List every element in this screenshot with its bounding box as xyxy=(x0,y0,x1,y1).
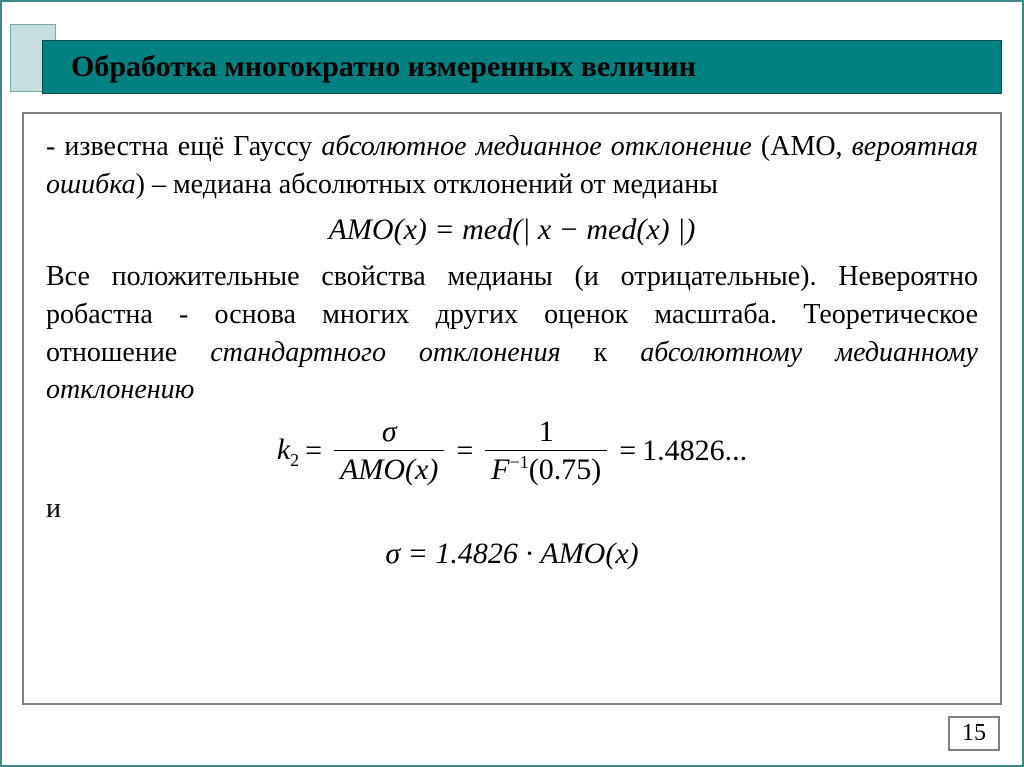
formula-amo: AMO(x) = med(| x − med(x) |) xyxy=(46,210,978,251)
paragraph-1: - известна ещё Гауссу абсолютное медианн… xyxy=(46,128,978,204)
k2-F-sup: −1 xyxy=(510,452,529,472)
k2-lhs: k2 xyxy=(277,430,299,472)
paragraph-2: Все положительные свойства медианы (и от… xyxy=(46,258,978,409)
k2-eq3: = xyxy=(619,431,636,472)
p1-italic-1: абсолютное медианное отклонение xyxy=(321,131,751,162)
formula-amo-text: AMO(x) = med(| x − med(x) |) xyxy=(329,213,696,246)
p1-mid: (АМО, xyxy=(752,131,852,162)
connector-and: и xyxy=(46,490,978,528)
slide-title: Обработка многократно измеренных величин xyxy=(71,50,696,84)
formula-sigma: σ = 1.4826 · AMO(x) xyxy=(46,534,978,575)
k2-frac1: σ AMO(x) xyxy=(334,415,444,486)
p1-suffix: ) – медиана абсолютных отклонений от мед… xyxy=(136,169,718,200)
p1-prefix: - известна ещё Гауссу xyxy=(46,131,321,162)
k2-frac1-num: σ xyxy=(334,415,444,451)
k2-eq2: = xyxy=(456,431,473,472)
k2-F-arg: (0.75) xyxy=(529,453,601,486)
formula-sigma-text: σ = 1.4826 · AMO(x) xyxy=(385,537,638,570)
k2-frac2: 1 F−1(0.75) xyxy=(485,415,607,486)
title-bar: Обработка многократно измеренных величин xyxy=(42,40,1002,94)
slide: Обработка многократно измеренных величин… xyxy=(0,0,1024,767)
page-number: 15 xyxy=(948,716,1000,751)
k2-frac2-den: F−1(0.75) xyxy=(485,451,607,486)
k2-rhs: 1.4826... xyxy=(642,431,747,472)
content-box: - известна ещё Гауссу абсолютное медианн… xyxy=(22,112,1002,705)
k2-var: k xyxy=(277,433,290,466)
k2-sub: 2 xyxy=(290,450,299,470)
k2-frac1-den: AMO(x) xyxy=(334,451,444,486)
k2-F: F xyxy=(491,453,509,486)
k2-eq1: = xyxy=(305,431,322,472)
k2-frac2-num: 1 xyxy=(485,415,607,451)
p2-mid: к xyxy=(561,337,641,368)
formula-k2: k2 = σ AMO(x) = 1 F−1(0.75) = 1.4826... xyxy=(46,415,978,486)
p2-italic-1: стандартного отклонения xyxy=(210,337,560,368)
